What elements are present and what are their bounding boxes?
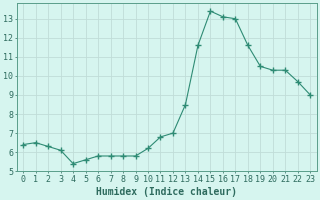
X-axis label: Humidex (Indice chaleur): Humidex (Indice chaleur) xyxy=(96,186,237,197)
